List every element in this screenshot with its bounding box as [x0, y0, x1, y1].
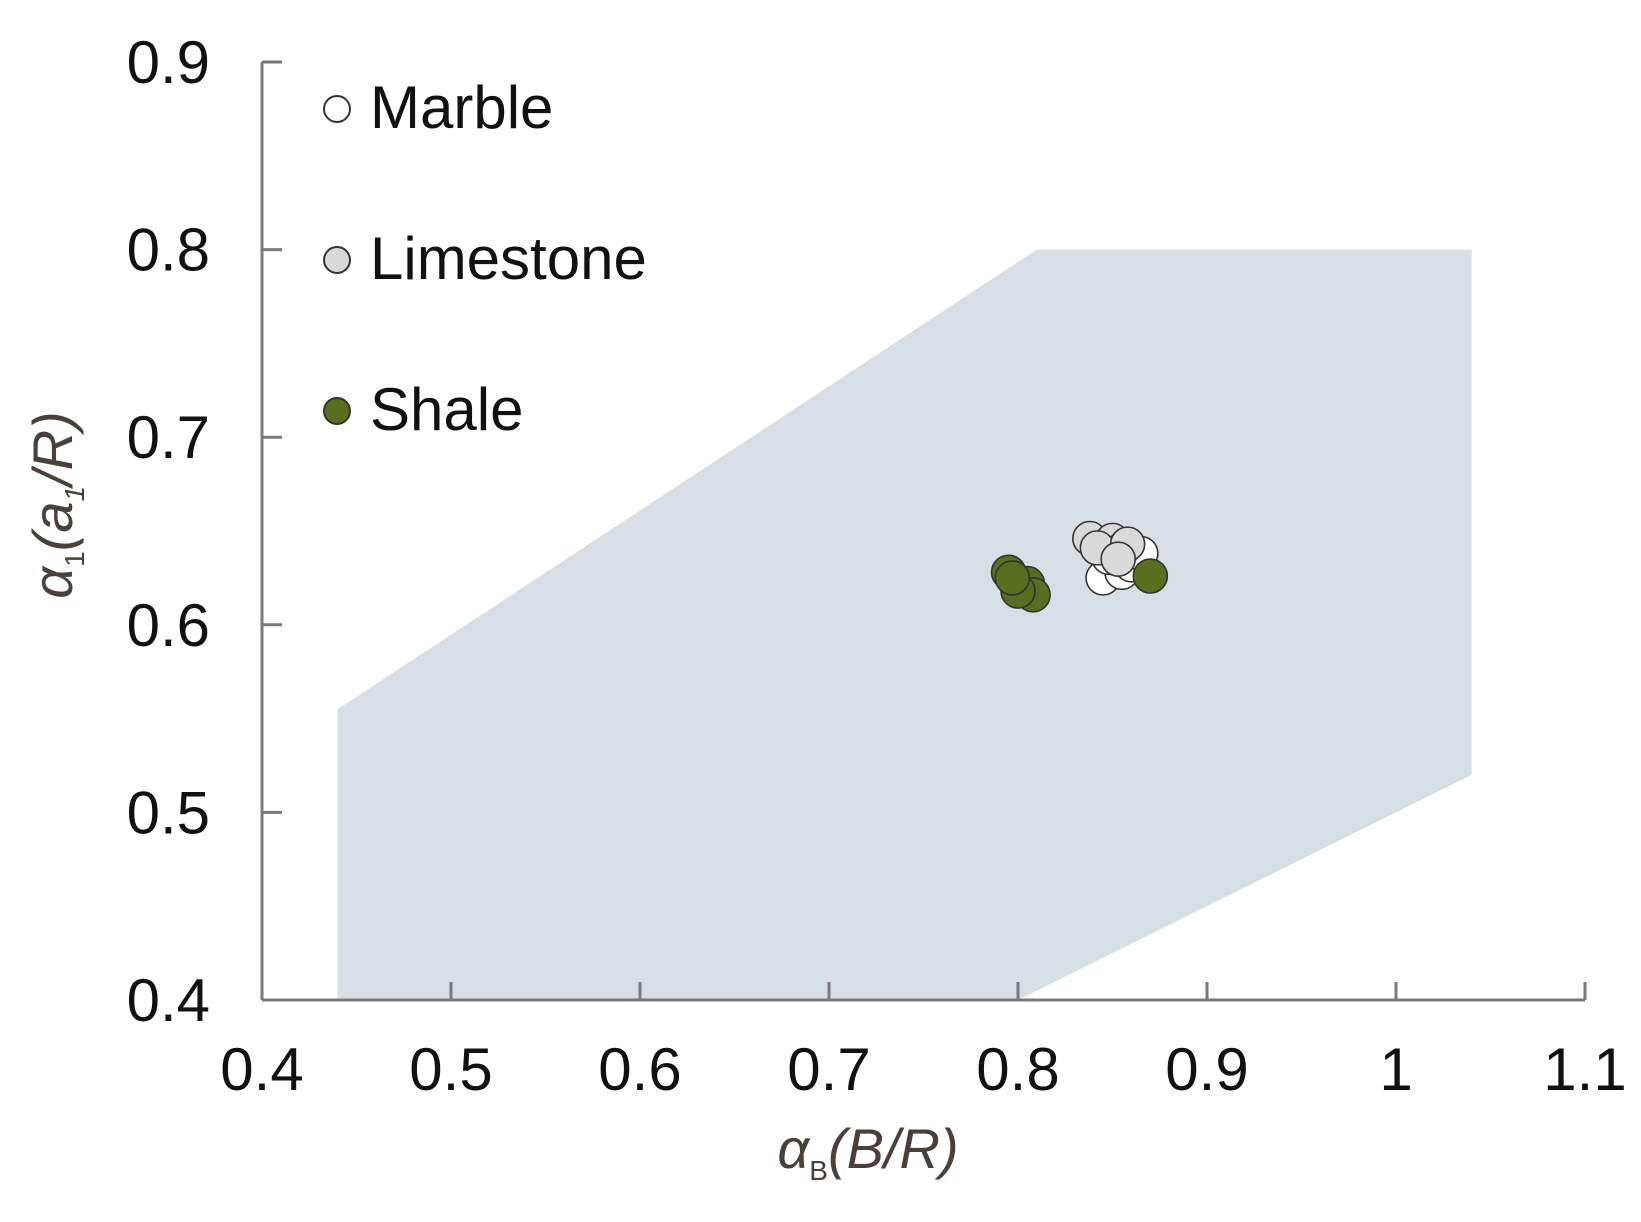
legend-marker-shale [323, 397, 351, 425]
legend-label-limestone: Limestone [370, 225, 647, 292]
x-axis-label-greek: α [777, 1117, 811, 1180]
y-tick-label: 0.6 [127, 592, 210, 659]
y-axis-label: α1(a1/R) [21, 411, 90, 599]
y-axis-label-greek: α [21, 565, 84, 599]
x-axis-label: αB(B/R) [777, 1117, 958, 1186]
shaded-region [337, 249, 1472, 1001]
x-tick-label: 0.9 [1165, 1036, 1248, 1103]
y-axis-label-sub: 1 [59, 551, 90, 567]
y-tick-label: 0.9 [127, 29, 210, 96]
y-tick-label: 0.7 [127, 404, 210, 471]
x-tick-label: 0.5 [409, 1036, 492, 1103]
region-layer [337, 249, 1472, 1001]
shale-point [1132, 558, 1169, 594]
x-tick-label: 1.1 [1543, 1036, 1626, 1103]
legend-label-marble: Marble [370, 74, 553, 141]
points-layer [990, 520, 1169, 613]
y-tick-label: 0.5 [127, 779, 210, 846]
x-tick-label: 0.8 [976, 1036, 1059, 1103]
x-tick-label: 0.6 [598, 1036, 681, 1103]
x-tick-label: 0.4 [220, 1036, 303, 1103]
legend-marker-limestone [323, 246, 351, 274]
y-axis-label-pre: (a [21, 501, 84, 551]
legend-marker-marble [323, 95, 351, 123]
x-axis-label-sub: B [809, 1155, 828, 1186]
legend-label-shale: Shale [370, 376, 523, 443]
legend: Marble Limestone Shale [323, 74, 647, 443]
x-tick-label: 1 [1379, 1036, 1412, 1103]
x-axis-label-rest: (B/R) [828, 1117, 959, 1180]
limestone-point [1100, 541, 1136, 577]
y-tick-label: 0.8 [127, 217, 210, 284]
y-tick-label: 0.4 [127, 967, 210, 1034]
axes: 0.4 0.5 0.6 0.7 0.8 0.9 1 1.1 0.4 0.5 0.6 0.7 0.8 0.9 [127, 29, 1627, 1103]
y-axis-label-post: /R) [21, 411, 84, 490]
y-axis-label-inner-sub: 1 [59, 486, 90, 502]
x-tick-label: 0.7 [787, 1036, 870, 1103]
shale-point [994, 560, 1031, 596]
